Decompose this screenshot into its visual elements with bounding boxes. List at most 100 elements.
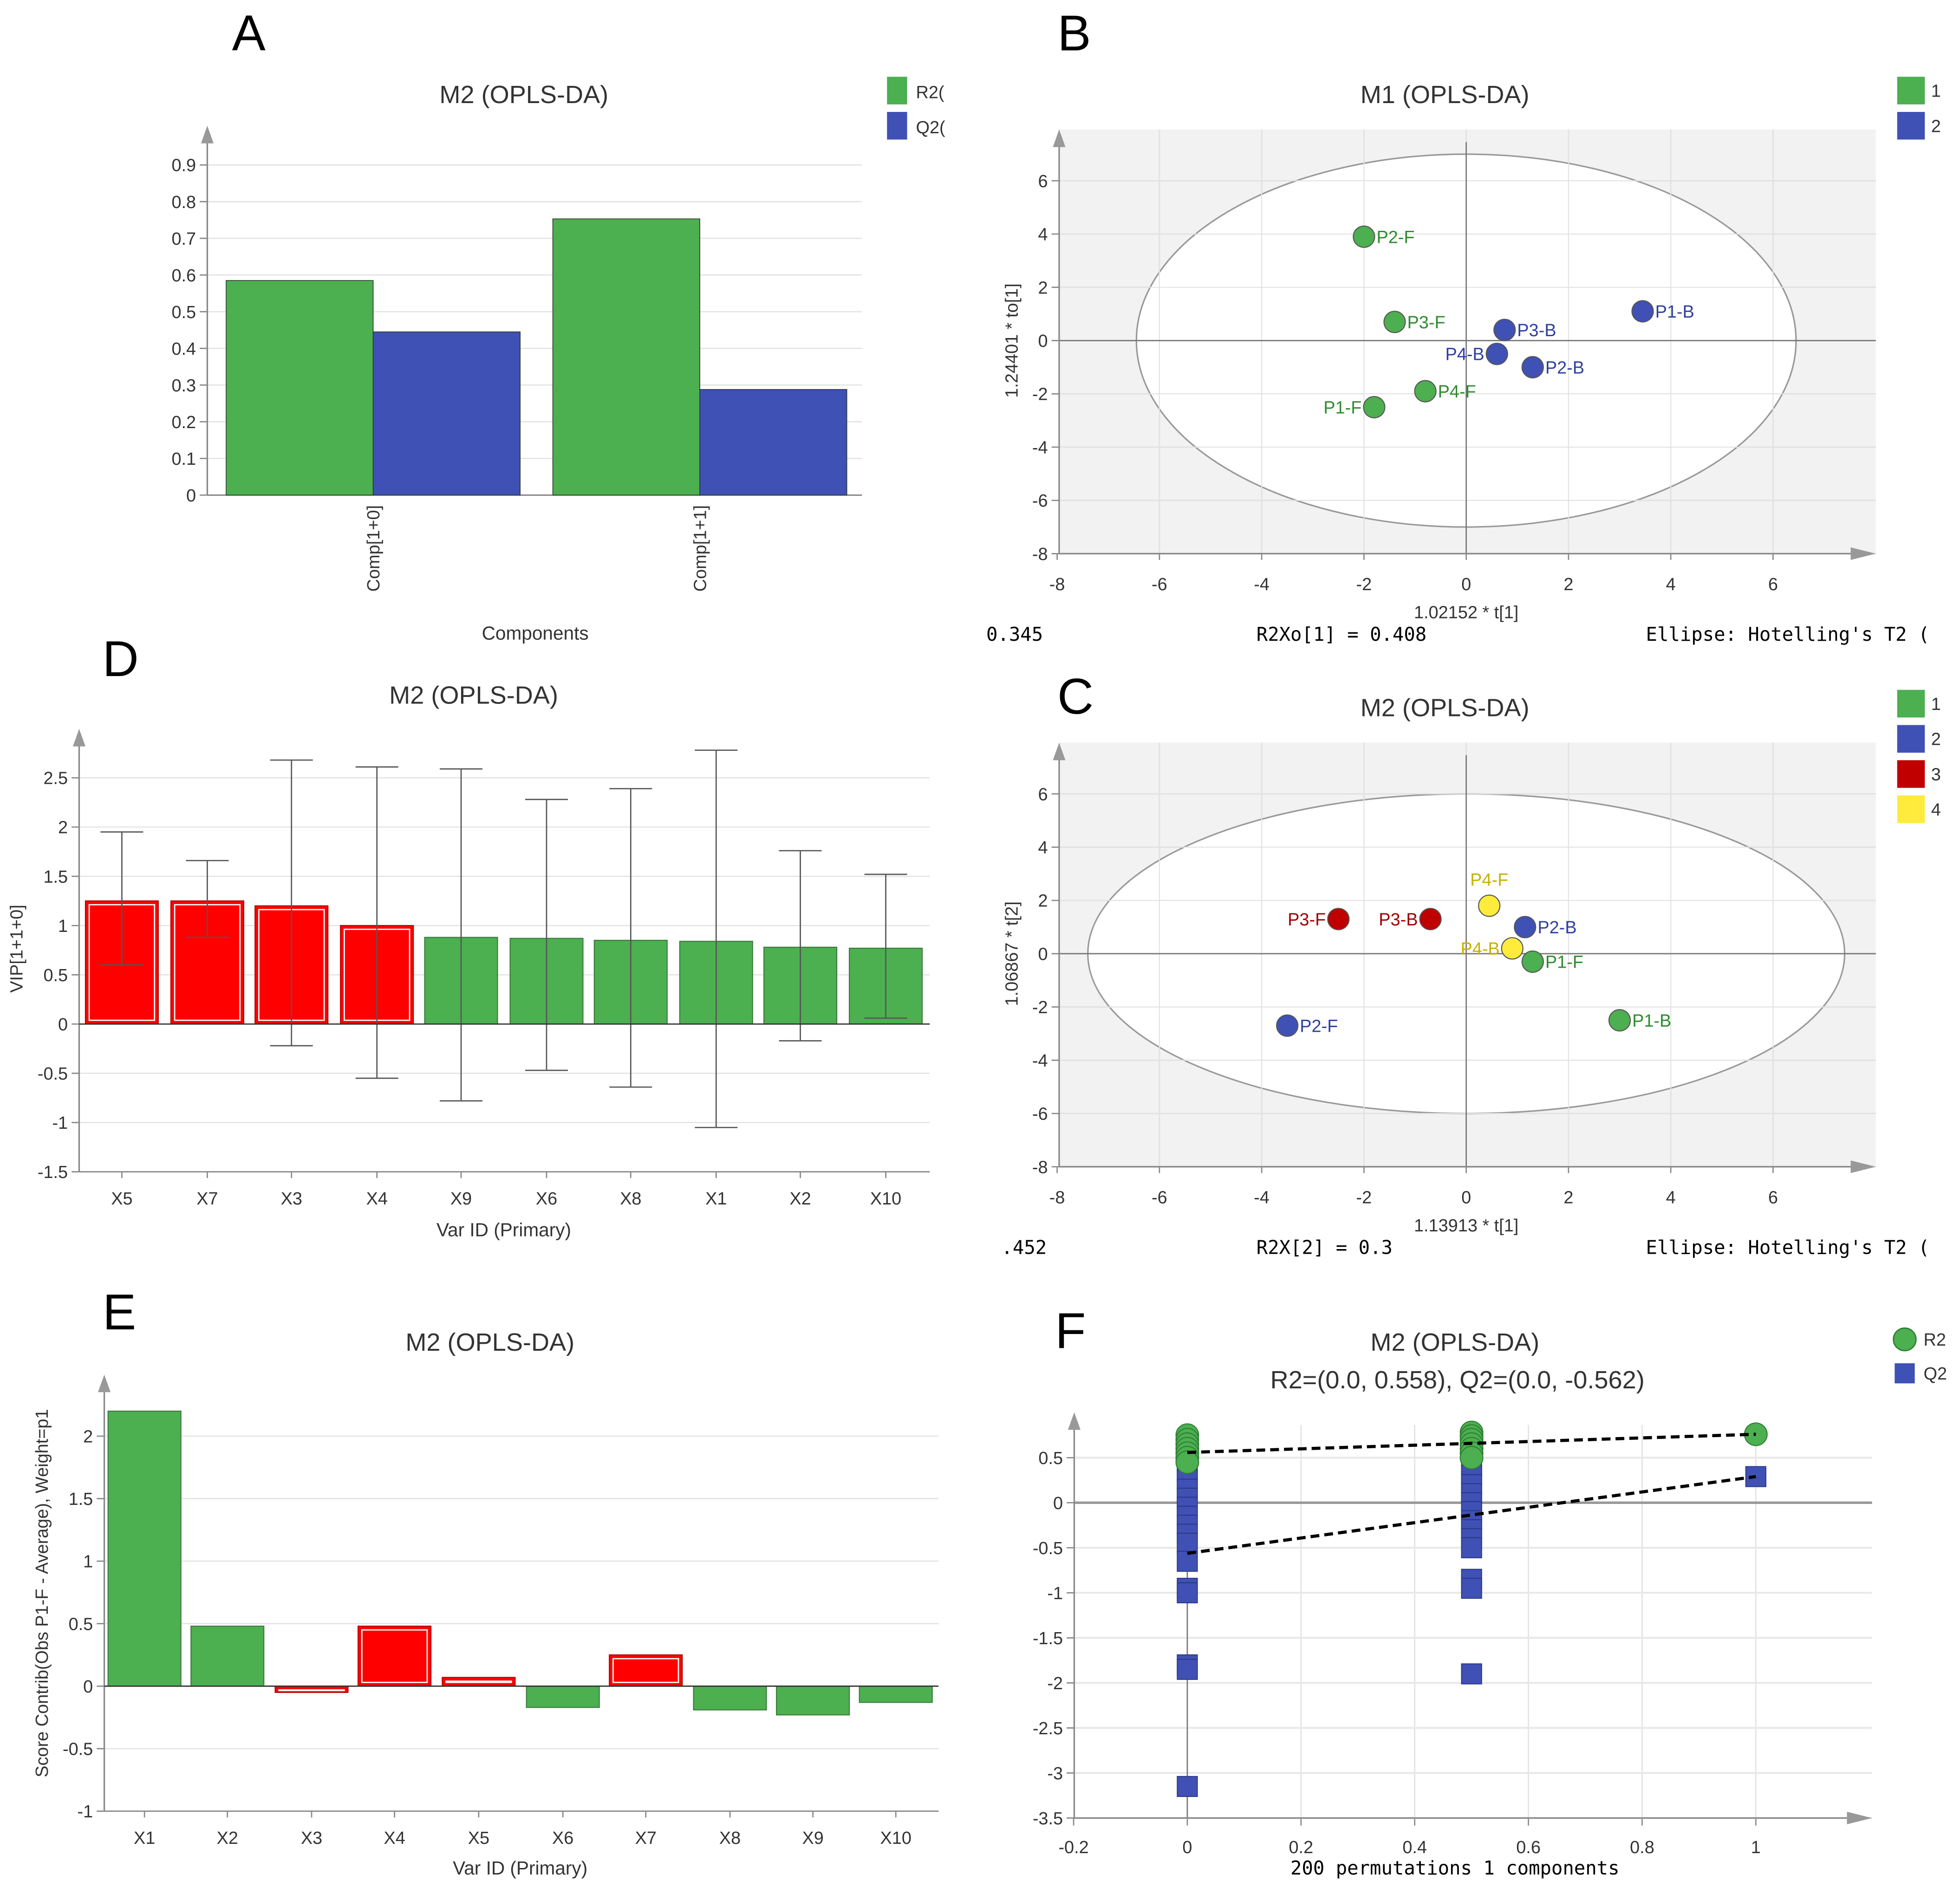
y-axis-label: Score Contrib(Obs P1-F - Average), Weigh… [33, 1409, 52, 1777]
bar-q2 [372, 331, 521, 496]
x-tick-label: X1 [134, 1829, 155, 1848]
point-label: P1-B [1632, 1011, 1671, 1031]
y-axis-arrow-icon [201, 125, 214, 143]
x-tick-label: X7 [196, 1189, 218, 1209]
y-tick-label: 0.8 [171, 193, 196, 212]
x-tick-label: -6 [1152, 1188, 1167, 1207]
y-tick-label: -8 [1032, 545, 1048, 564]
x-tick-label: X10 [880, 1829, 912, 1848]
panel-e: E M2 (OPLS-DA) Var ID (Primary) Score Co… [33, 1284, 939, 1879]
chart-title: M2 (OPLS-DA) [389, 681, 558, 709]
y-axis-label: 1.06867 * t[2] [1003, 901, 1022, 1006]
chart-title: M1 (OPLS-DA) [1361, 81, 1530, 109]
bar-inner-outline [612, 1658, 679, 1683]
x-tick-label: X5 [468, 1829, 489, 1848]
y-tick-label: 2.5 [43, 769, 68, 788]
point-label: P3-F [1407, 313, 1446, 332]
y-tick-label: 4 [1038, 838, 1048, 858]
x-axis-label: 200 permutations 1 components [1290, 1857, 1619, 1879]
data-point [1383, 311, 1406, 333]
bar [526, 1686, 600, 1708]
data-point [1521, 950, 1544, 973]
bar [107, 1410, 182, 1687]
y-tick-label: -1 [52, 1113, 68, 1133]
legend-swatch [1897, 760, 1925, 788]
x-tick-label: 2 [1563, 575, 1573, 594]
x-tick-label: -4 [1254, 575, 1270, 594]
y-tick-label: 2 [1038, 892, 1048, 911]
q2-point [1461, 1578, 1482, 1599]
y-tick-label: 0.1 [171, 449, 196, 469]
y-tick-label: 0.7 [171, 229, 196, 249]
legend-label: 2 [1931, 730, 1941, 749]
y-tick-label: -4 [1032, 1051, 1048, 1071]
x-tick-label: 6 [1768, 1188, 1778, 1207]
data-point [1419, 908, 1442, 931]
bar-r2 [226, 280, 374, 496]
legend-square-icon [1895, 1363, 1915, 1384]
bar-q2 [699, 389, 847, 496]
legend-label: Q2 [1924, 1364, 1947, 1384]
y-axis-arrow-icon [72, 729, 85, 747]
legend-label: 4 [1931, 800, 1941, 820]
y-tick-label: -1.5 [1033, 1629, 1063, 1648]
legend-label: 1 [1931, 695, 1941, 714]
x-tick-label: 0.6 [1516, 1838, 1541, 1857]
legend-label: R2( [916, 83, 944, 102]
point-label: P4-F [1438, 382, 1476, 402]
x-tick-label: -8 [1049, 1188, 1065, 1207]
y-tick-label: 2 [83, 1427, 93, 1446]
panel-letter: D [103, 631, 139, 687]
footer-text: .452 [1001, 1237, 1047, 1259]
y-tick-label: 1 [83, 1552, 93, 1572]
x-tick-label: 4 [1666, 575, 1676, 594]
x-tick-label: X5 [111, 1189, 132, 1209]
legend-swatch [1897, 795, 1925, 823]
point-label: P4-B [1445, 345, 1484, 364]
panel-f: F M2 (OPLS-DA) R2=(0.0, 0.558), Q2=(0.0,… [1033, 1303, 1947, 1880]
data-point [1414, 380, 1437, 403]
bar [609, 1654, 683, 1687]
y-tick-label: 2 [58, 818, 68, 838]
y-tick-label: 0 [58, 1015, 68, 1035]
y-tick-label: -1 [1047, 1584, 1063, 1603]
x-axis-label: Var ID (Primary) [453, 1857, 587, 1879]
legend-circle-icon [1893, 1327, 1917, 1352]
point-label: P2-F [1300, 1016, 1338, 1036]
footer-text: 0.345 [986, 623, 1043, 645]
data-point [1363, 396, 1386, 418]
x-tick-label: X9 [450, 1189, 472, 1209]
chart-title: M2 (OPLS-DA) [405, 1328, 574, 1356]
x-tick-label: X1 [705, 1189, 727, 1209]
point-label: P1-B [1655, 302, 1694, 322]
x-tick-label: X7 [635, 1829, 657, 1848]
y-tick-label: -2.5 [1033, 1719, 1063, 1738]
y-tick-label: -4 [1032, 438, 1048, 457]
legend-swatch [887, 77, 907, 104]
y-tick-label: 0 [83, 1677, 93, 1697]
panel-c: C M2 (OPLS-DA) 1.13913 * t[1] 1.06867 * … [1001, 668, 1940, 1258]
chart-title: M2 (OPLS-DA) [1361, 694, 1530, 722]
x-axis-label: 1.13913 * t[1] [1414, 1216, 1518, 1236]
y-tick-label: -1 [78, 1802, 93, 1822]
x-tick-label: 2 [1563, 1188, 1573, 1207]
r2-point [1459, 1445, 1484, 1470]
x-tick-label: Comp[1+1] [691, 505, 710, 592]
y-tick-label: 0.5 [171, 303, 196, 322]
y-tick-label: 0.5 [43, 966, 68, 985]
legend-label: 2 [1931, 117, 1941, 136]
q2-regression-line [1187, 1475, 1756, 1555]
legend-label: Q2( [916, 118, 946, 137]
panel-letter: F [1055, 1303, 1086, 1359]
x-tick-label: X6 [552, 1829, 573, 1848]
q2-point [1177, 1776, 1198, 1797]
q2-point [1177, 1533, 1198, 1554]
y-tick-label: -6 [1032, 491, 1048, 511]
y-tick-label: 0.2 [171, 413, 196, 432]
data-point [1276, 1014, 1299, 1037]
data-point [1485, 343, 1508, 365]
data-point [1327, 908, 1350, 931]
point-label: P4-F [1470, 870, 1508, 890]
x-tick-label: -2 [1356, 1188, 1372, 1207]
